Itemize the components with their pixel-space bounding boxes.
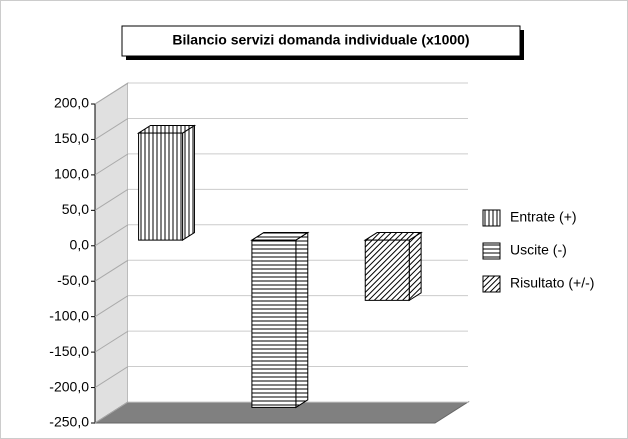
y-tick-label: -250,0 — [49, 414, 89, 430]
y-tick-label: 150,0 — [54, 130, 89, 146]
title-box — [121, 25, 521, 57]
chart-title: Bilancio servizi domanda individuale (x1… — [172, 32, 469, 48]
bar-side — [295, 231, 309, 409]
y-tick-label: -200,0 — [49, 378, 89, 394]
legend-swatch — [482, 275, 501, 293]
left-wall — [94, 82, 129, 424]
y-tick-label: 0,0 — [70, 236, 90, 252]
grid-line — [94, 153, 129, 176]
bar — [138, 132, 184, 241]
legend-label: Entrate (+) — [510, 209, 577, 225]
legend-swatch — [482, 242, 501, 260]
bar — [364, 239, 410, 301]
grid-line — [94, 224, 129, 247]
grid-line — [94, 295, 129, 318]
bar-side — [408, 231, 422, 302]
bar-side — [182, 124, 195, 242]
grid-line — [94, 366, 129, 388]
y-tick-label: -100,0 — [49, 307, 89, 323]
y-tick-label: 200,0 — [54, 95, 89, 111]
y-tick-label: 100,0 — [54, 166, 89, 182]
grid-line — [94, 401, 129, 424]
grid-line — [94, 259, 129, 282]
grid-line — [94, 82, 129, 105]
y-tick-label: -150,0 — [49, 343, 89, 359]
grid-line — [94, 330, 129, 353]
grid-line — [94, 118, 129, 140]
legend-label: Uscite (-) — [510, 242, 567, 258]
legend-swatch — [482, 209, 501, 227]
bar — [251, 239, 297, 408]
y-tick-label: -50,0 — [57, 272, 89, 288]
grid-line — [94, 188, 129, 211]
y-tick-label: 50,0 — [62, 201, 89, 217]
legend-label: Risultato (+/-) — [510, 275, 594, 291]
